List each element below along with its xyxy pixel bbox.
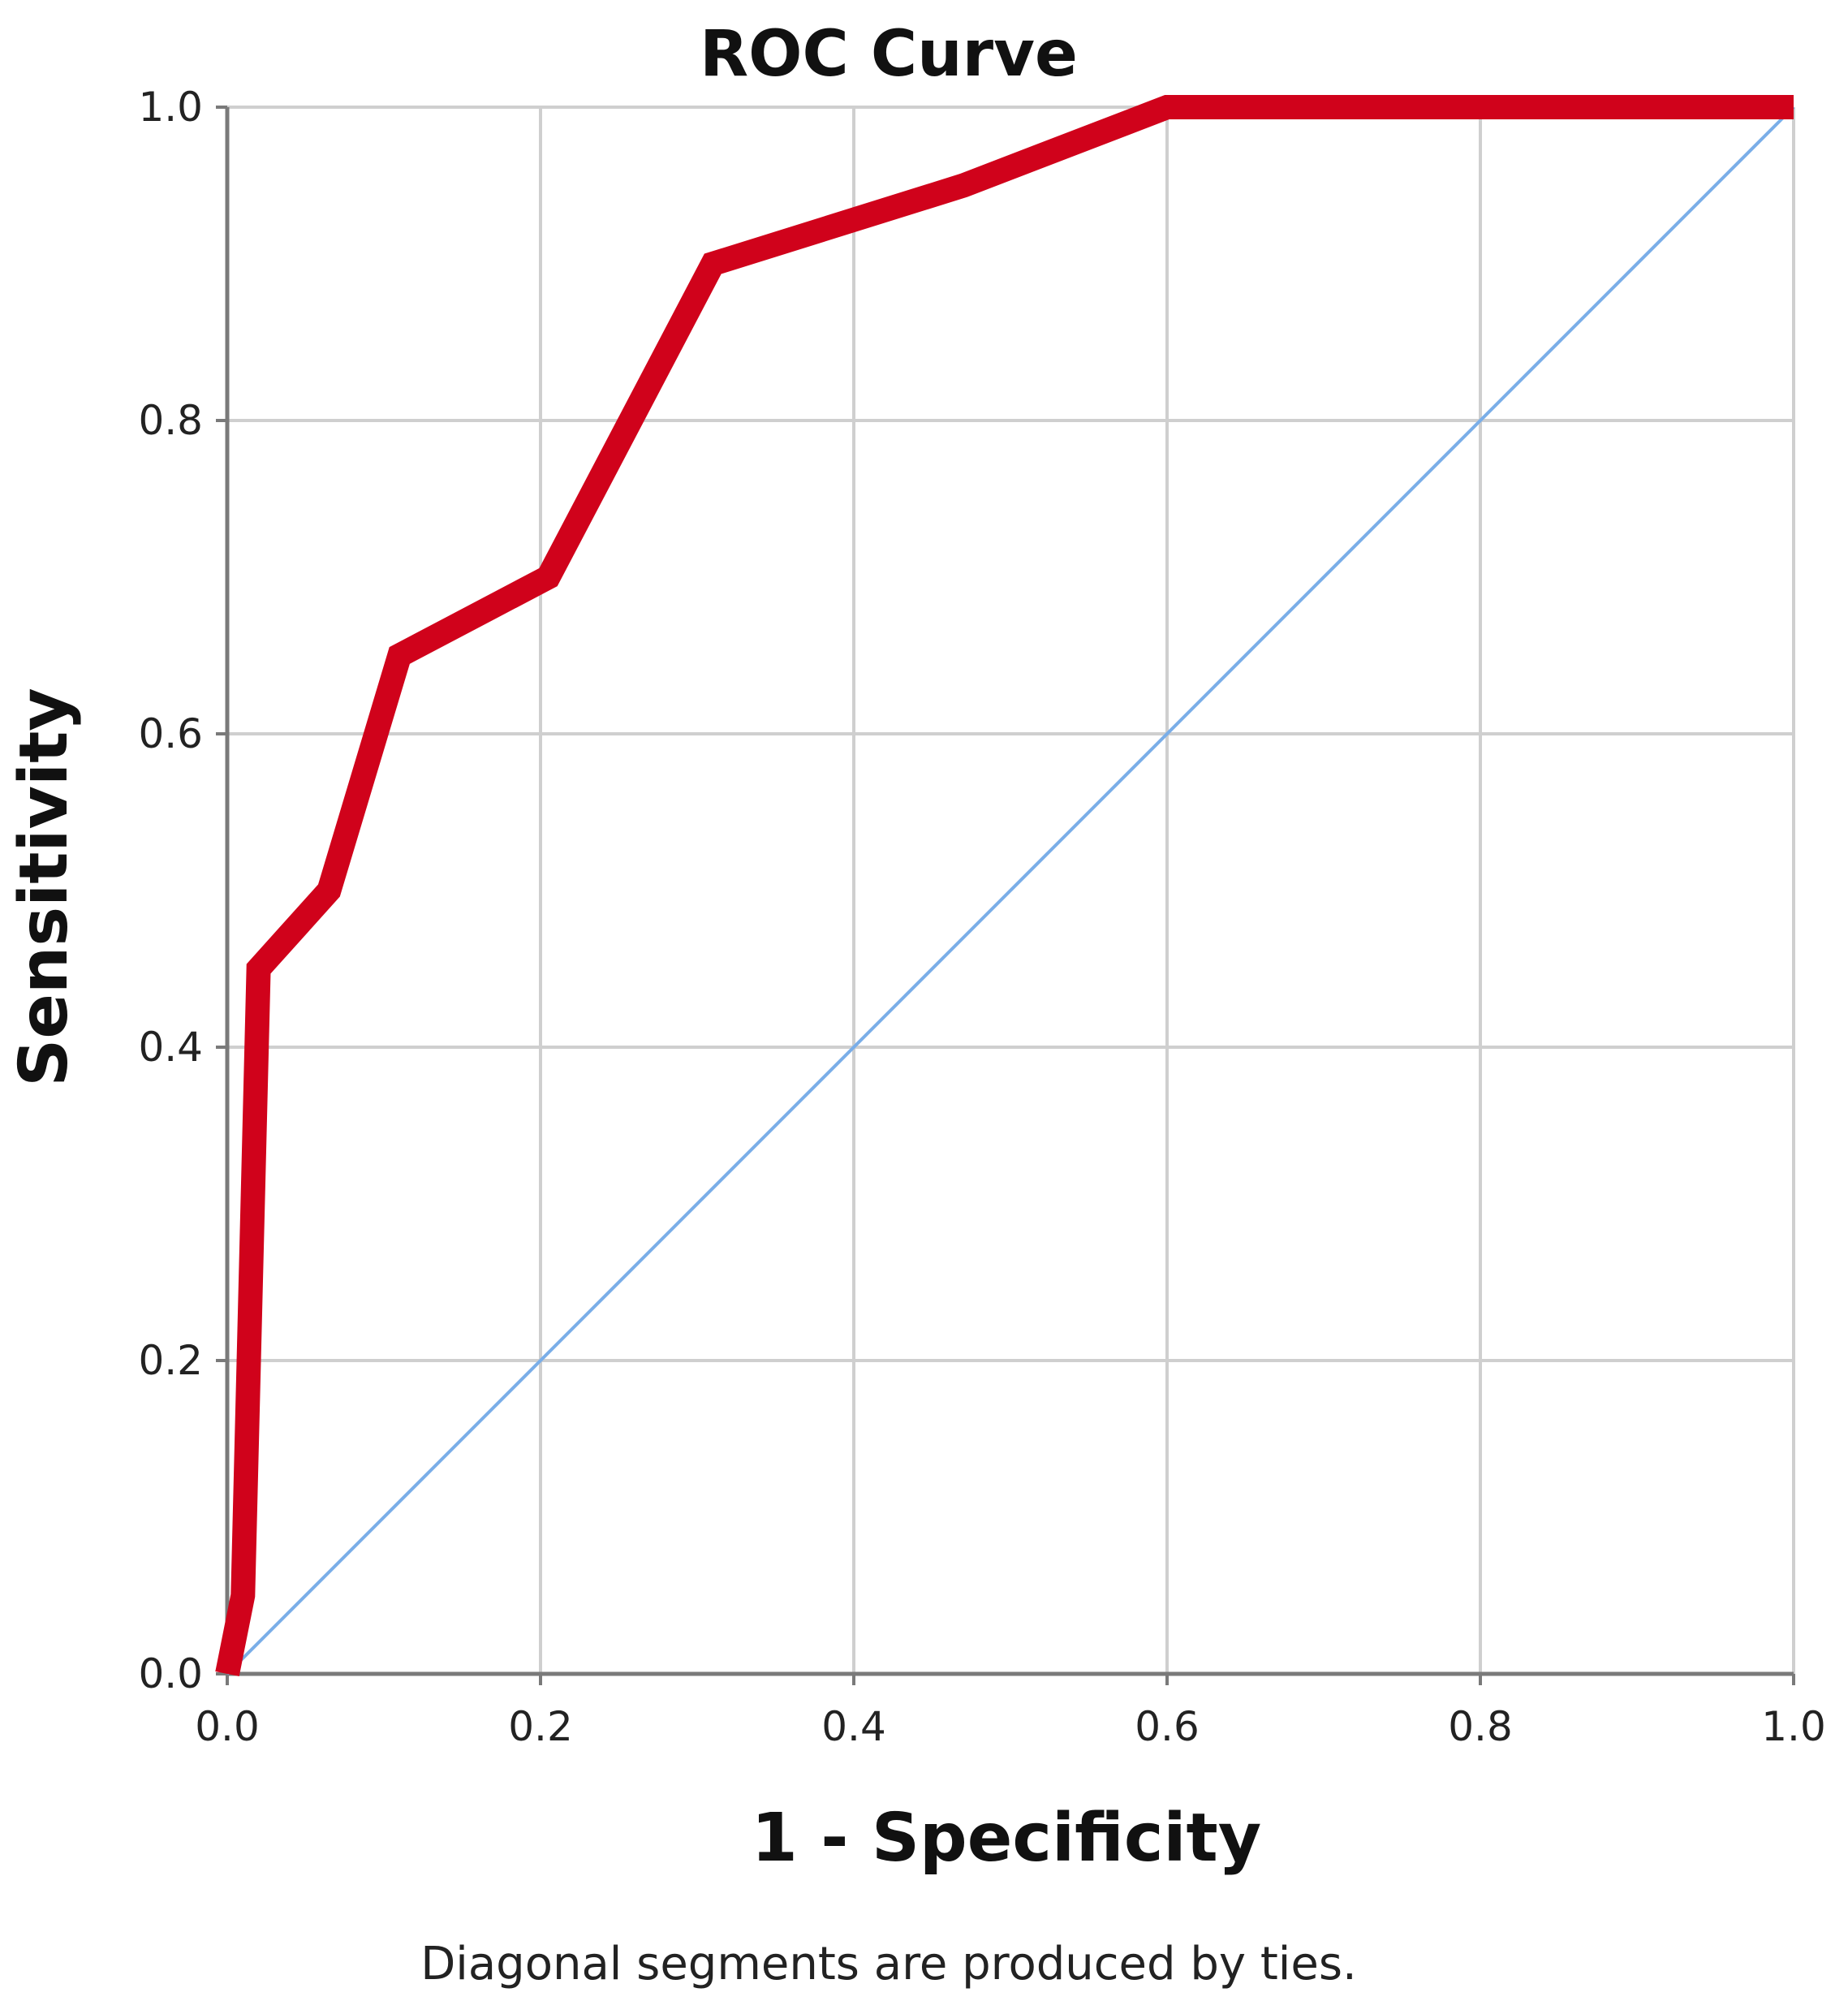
y-tick-label: 0.4 xyxy=(138,1024,203,1071)
chart-title: ROC Curve xyxy=(700,18,1078,91)
x-tick-label: 0.0 xyxy=(195,1703,260,1750)
series-group xyxy=(215,95,1795,1676)
x-tick-label: 0.2 xyxy=(508,1703,573,1750)
x-tick-label: 0.4 xyxy=(821,1703,886,1750)
y-tick-label: 0.6 xyxy=(138,710,203,757)
roc-curve-line xyxy=(215,95,1794,1676)
x-tick-label: 0.6 xyxy=(1135,1703,1200,1750)
y-tick-label: 0.2 xyxy=(138,1337,203,1384)
y-axis-label: Sensitivity xyxy=(6,688,83,1086)
axes xyxy=(216,106,1795,1685)
x-tick-label: 0.8 xyxy=(1448,1703,1513,1750)
y-tick-label: 1.0 xyxy=(138,84,203,131)
x-tick-label: 1.0 xyxy=(1761,1703,1826,1750)
tick-labels: 0.0 0.2 0.4 0.6 0.8 1.0 0.0 0.2 0.4 0.6 0.8 1.0 xyxy=(138,84,1825,1750)
chart-footnote: Diagonal segments are produced by ties. xyxy=(420,1938,1357,1990)
y-tick-label: 0.8 xyxy=(138,397,203,444)
reference-diagonal-line xyxy=(226,106,1795,1675)
y-tick-label: 0.0 xyxy=(138,1650,203,1697)
gridlines xyxy=(226,106,1795,1675)
x-axis-label: 1 - Specificity xyxy=(752,1800,1261,1877)
